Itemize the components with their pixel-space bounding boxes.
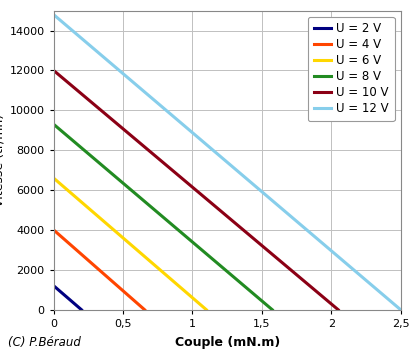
U = 8 V xyxy=(270,308,275,312)
U = 8 V xyxy=(51,122,56,126)
Text: (C) P.Béraud: (C) P.Béraud xyxy=(8,336,81,349)
U = 6 V xyxy=(204,308,209,312)
U = 4 V xyxy=(51,228,56,232)
U = 6 V xyxy=(51,176,56,180)
Line: U = 8 V: U = 8 V xyxy=(54,124,272,310)
Text: Couple (mN.m): Couple (mN.m) xyxy=(175,336,280,349)
Line: U = 4 V: U = 4 V xyxy=(54,230,145,310)
U = 2 V xyxy=(79,308,84,312)
Y-axis label: Vitesse (tr/mn): Vitesse (tr/mn) xyxy=(0,114,5,207)
Line: U = 6 V: U = 6 V xyxy=(54,178,206,310)
U = 4 V xyxy=(142,308,147,312)
U = 2 V xyxy=(51,284,56,288)
Line: U = 2 V: U = 2 V xyxy=(54,286,81,310)
Legend: U = 2 V, U = 4 V, U = 6 V, U = 8 V, U = 10 V, U = 12 V: U = 2 V, U = 4 V, U = 6 V, U = 8 V, U = … xyxy=(308,17,395,121)
